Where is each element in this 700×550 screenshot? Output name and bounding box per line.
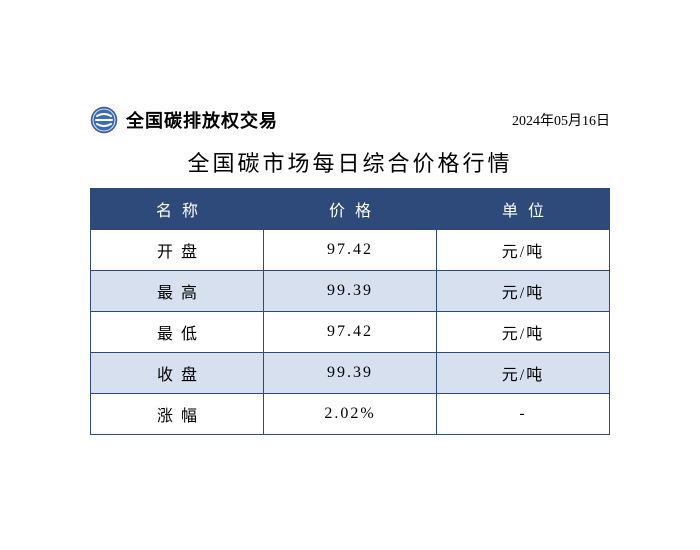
report-date: 2024年05月16日 <box>512 110 610 130</box>
row-unit: 元/吨 <box>437 270 610 311</box>
row-price: 97.42 <box>264 311 437 352</box>
price-table: 名称 价格 单位 开盘 97.42 元/吨 最高 99.39 元/吨 最低 97… <box>90 188 610 435</box>
row-unit: 元/吨 <box>437 229 610 270</box>
table-row: 最低 97.42 元/吨 <box>91 311 610 352</box>
col-header-unit: 单位 <box>437 188 610 229</box>
table-row: 涨幅 2.02% - <box>91 393 610 434</box>
report-title: 全国碳市场每日综合价格行情 <box>90 146 610 178</box>
table-header-row: 名称 价格 单位 <box>91 188 610 229</box>
row-price: 99.39 <box>264 270 437 311</box>
header: 全国碳排放权交易 2024年05月16日 <box>90 106 610 134</box>
row-price: 99.39 <box>264 352 437 393</box>
table-row: 最高 99.39 元/吨 <box>91 270 610 311</box>
col-header-price: 价格 <box>264 188 437 229</box>
org-name: 全国碳排放权交易 <box>126 107 278 133</box>
row-price: 2.02% <box>264 393 437 434</box>
row-label: 最高 <box>91 270 264 311</box>
row-label: 涨幅 <box>91 393 264 434</box>
org-logo-icon <box>90 106 118 134</box>
row-unit: 元/吨 <box>437 311 610 352</box>
table-row: 收盘 99.39 元/吨 <box>91 352 610 393</box>
row-price: 97.42 <box>264 229 437 270</box>
header-left: 全国碳排放权交易 <box>90 106 278 134</box>
row-label: 收盘 <box>91 352 264 393</box>
row-label: 开盘 <box>91 229 264 270</box>
report-container: 全国碳排放权交易 2024年05月16日 全国碳市场每日综合价格行情 名称 价格… <box>60 86 640 465</box>
table-row: 开盘 97.42 元/吨 <box>91 229 610 270</box>
col-header-name: 名称 <box>91 188 264 229</box>
row-label: 最低 <box>91 311 264 352</box>
row-unit: - <box>437 393 610 434</box>
table-body: 开盘 97.42 元/吨 最高 99.39 元/吨 最低 97.42 元/吨 收… <box>91 229 610 434</box>
row-unit: 元/吨 <box>437 352 610 393</box>
